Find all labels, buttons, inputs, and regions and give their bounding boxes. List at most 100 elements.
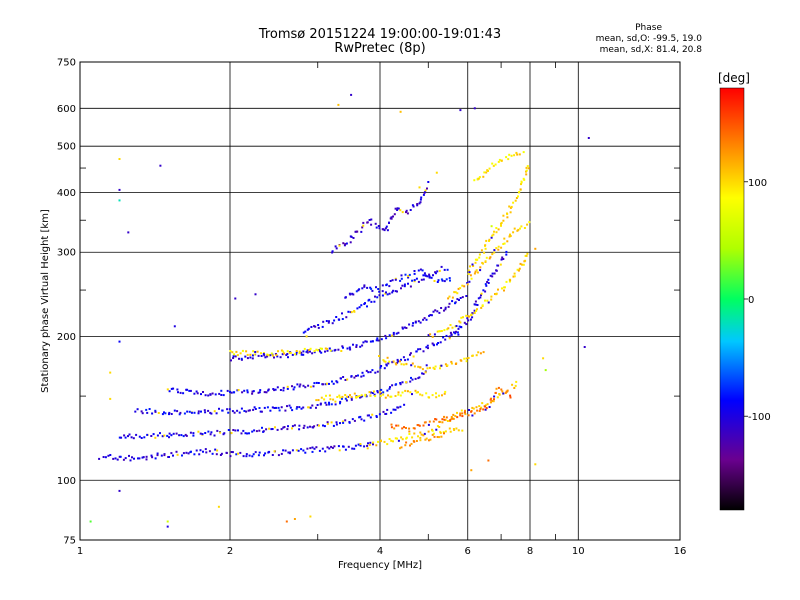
data-point [289, 406, 292, 409]
data-point [369, 394, 372, 397]
data-point [306, 426, 309, 429]
data-point [480, 406, 483, 409]
data-point [491, 162, 494, 165]
data-point [350, 375, 353, 378]
data-point [415, 391, 418, 394]
data-point [143, 436, 146, 439]
data-point [469, 265, 471, 268]
data-point [118, 199, 121, 202]
data-point [225, 452, 228, 454]
data-point [468, 280, 471, 283]
data-point [334, 245, 337, 248]
data-point [463, 411, 466, 414]
data-point [485, 284, 488, 287]
x-tick-label: 1 [77, 546, 83, 557]
data-point [186, 410, 189, 413]
data-point [298, 352, 301, 355]
data-point [172, 432, 175, 435]
y-tick-label: 100 [57, 476, 76, 487]
data-point [317, 326, 320, 329]
data-point [419, 366, 422, 369]
data-point [487, 301, 490, 304]
data-point [145, 458, 148, 461]
data-point [443, 418, 446, 421]
data-point [417, 391, 419, 394]
data-point [392, 440, 394, 443]
data-point [444, 430, 447, 433]
data-point [477, 297, 480, 300]
data-point [266, 406, 269, 409]
data-point [403, 326, 406, 329]
data-point [200, 410, 202, 413]
data-point [309, 406, 312, 409]
data-point [273, 356, 275, 359]
data-point [512, 275, 515, 278]
data-point [354, 444, 357, 447]
data-point [243, 389, 246, 392]
data-point [396, 290, 398, 293]
data-point [431, 433, 434, 436]
data-point [246, 391, 249, 394]
data-point [428, 420, 431, 423]
data-point [488, 406, 491, 408]
data-point [513, 272, 516, 275]
data-point [386, 229, 389, 232]
data-point [342, 376, 345, 378]
data-point [373, 393, 376, 396]
data-point [389, 280, 392, 282]
data-point [318, 424, 320, 427]
data-point [350, 396, 353, 399]
data-point [204, 448, 207, 451]
data-point [342, 346, 344, 349]
data-point [239, 352, 242, 355]
data-point [438, 394, 440, 397]
data-point [427, 334, 430, 337]
data-point [478, 405, 481, 408]
data-point [329, 349, 332, 352]
data-point [451, 417, 454, 420]
data-point [252, 453, 255, 456]
data-point [360, 375, 363, 378]
data-point [326, 422, 329, 425]
data-point [185, 451, 188, 454]
data-point [395, 383, 398, 386]
data-point [450, 417, 453, 420]
data-point [256, 350, 259, 353]
data-point [406, 358, 409, 361]
data-point [379, 391, 382, 394]
data-point [442, 431, 445, 434]
data-point [444, 390, 447, 393]
data-point [205, 451, 208, 454]
data-point [252, 354, 254, 357]
data-point [282, 426, 285, 429]
data-point [335, 423, 338, 426]
data-point [433, 368, 436, 370]
data-point [279, 356, 282, 359]
data-point [207, 430, 210, 433]
data-point [508, 153, 511, 156]
data-point [497, 160, 500, 163]
y-tick-label: 600 [57, 104, 76, 115]
data-point [423, 317, 426, 320]
data-point [407, 282, 409, 285]
data-point [376, 370, 379, 373]
data-point [245, 410, 248, 413]
data-point [427, 181, 430, 183]
data-point [249, 356, 252, 359]
data-point [303, 424, 306, 427]
data-point [315, 399, 318, 402]
data-point [422, 434, 425, 437]
data-point [502, 219, 505, 222]
data-point [457, 429, 460, 432]
data-point [236, 409, 239, 412]
data-point [271, 406, 274, 409]
data-point [458, 325, 461, 328]
data-point [522, 177, 525, 180]
data-point [388, 221, 390, 224]
data-point [337, 348, 340, 351]
data-point [449, 419, 452, 422]
data-point [337, 103, 340, 106]
data-point [519, 262, 522, 265]
data-point [405, 441, 408, 444]
data-point [175, 450, 178, 453]
